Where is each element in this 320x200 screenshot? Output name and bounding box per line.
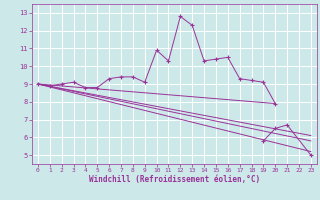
X-axis label: Windchill (Refroidissement éolien,°C): Windchill (Refroidissement éolien,°C) <box>89 175 260 184</box>
